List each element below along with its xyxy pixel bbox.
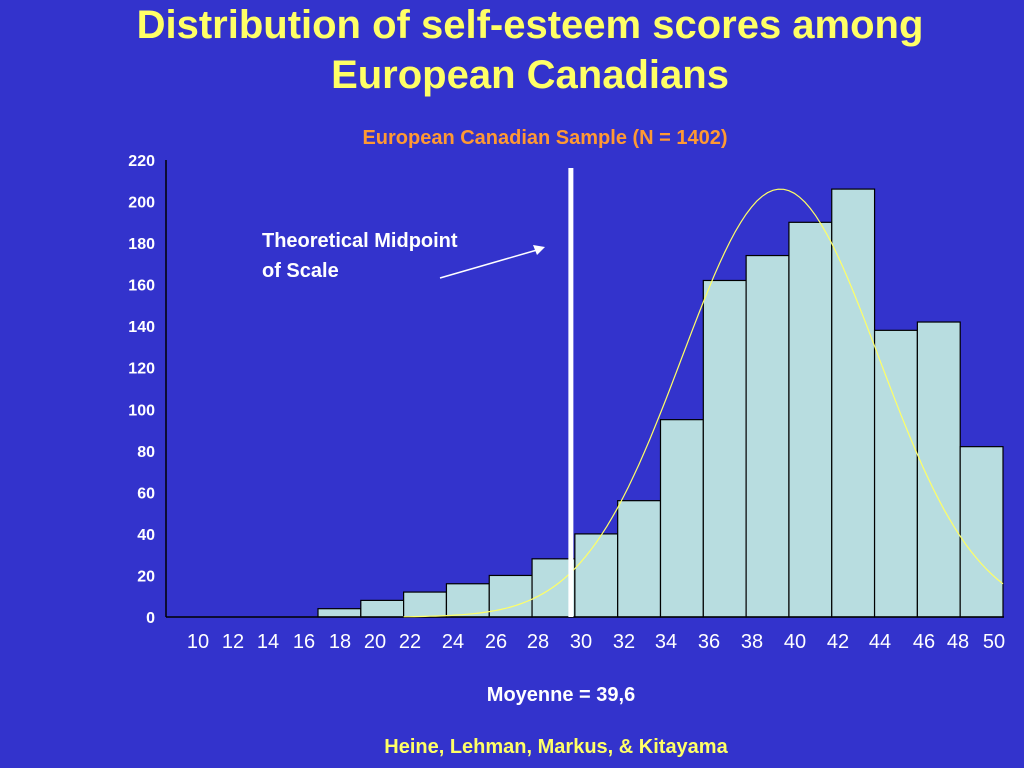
- credit-label: Heine, Lehman, Markus, & Kitayama: [384, 736, 728, 758]
- histogram-bar: [745, 254, 790, 618]
- chart-title-line-2: European Canadians: [331, 53, 729, 97]
- x-tick-label: 50: [983, 631, 1005, 653]
- y-tick-label: 80: [137, 444, 155, 461]
- x-tick-label: 10: [187, 631, 209, 653]
- x-tick-label: 18: [329, 631, 351, 653]
- x-tick-label: 36: [698, 631, 720, 653]
- midpoint-annotation-line-1: Theoretical Midpoint: [262, 230, 458, 252]
- histogram-bar: [659, 419, 704, 618]
- mean-label: Moyenne = 39,6: [486, 684, 636, 706]
- annotation-arrowhead: [533, 245, 545, 255]
- x-tick-label: 24: [442, 631, 464, 653]
- x-tick-label: 34: [655, 631, 677, 653]
- normal-curve: [403, 188, 1004, 618]
- histogram-bar: [959, 446, 1004, 618]
- x-tick-label: 12: [222, 631, 244, 653]
- annotation-arrow-line: [439, 249, 538, 279]
- y-tick-label: 100: [128, 402, 155, 419]
- x-tick-label: 14: [257, 631, 279, 653]
- x-tick-label: 40: [784, 631, 806, 653]
- y-tick-label: 200: [128, 195, 155, 212]
- x-tick-label: 42: [827, 631, 849, 653]
- histogram-bar: [831, 188, 876, 618]
- histogram-bar: [788, 221, 833, 618]
- x-tick-label: 20: [364, 631, 386, 653]
- histogram-bar: [617, 500, 662, 618]
- y-tick-label: 120: [128, 361, 155, 378]
- x-tick-label: 30: [570, 631, 592, 653]
- histogram-bar: [403, 591, 448, 618]
- histogram-bar: [873, 329, 918, 618]
- y-tick-label: 180: [128, 236, 155, 253]
- x-tick-label: 16: [293, 631, 315, 653]
- chart-title: Distribution of self-esteem scores among…: [0, 0, 1024, 100]
- x-tick-label: 44: [869, 631, 891, 653]
- x-tick-label: 46: [913, 631, 935, 653]
- chart-subtitle: European Canadian Sample (N = 1402): [362, 127, 728, 149]
- chart-title-line-1: Distribution of self-esteem scores among: [136, 3, 924, 47]
- x-tick-label: 48: [947, 631, 969, 653]
- histogram-bar: [531, 558, 576, 618]
- midpoint-annotation: Theoretical Midpoint of Scale: [262, 226, 458, 286]
- x-tick-label: 32: [613, 631, 635, 653]
- histogram-bar: [574, 533, 619, 618]
- y-tick-label: 140: [128, 319, 155, 336]
- x-tick-label: 26: [485, 631, 507, 653]
- y-tick-label: 40: [137, 527, 155, 544]
- midpoint-annotation-line-2: of Scale: [262, 260, 339, 282]
- x-tick-label: 38: [741, 631, 763, 653]
- y-tick-label: 20: [137, 568, 155, 585]
- histogram-bar: [317, 608, 362, 618]
- y-tick-label: 0: [146, 610, 155, 627]
- y-tick-label: 160: [128, 278, 155, 295]
- x-tick-label: 28: [527, 631, 549, 653]
- histogram-bar: [360, 599, 405, 618]
- y-tick-label: 60: [137, 485, 155, 502]
- x-tick-label: 22: [399, 631, 421, 653]
- y-tick-label: 220: [128, 153, 155, 170]
- histogram-bar: [702, 279, 747, 618]
